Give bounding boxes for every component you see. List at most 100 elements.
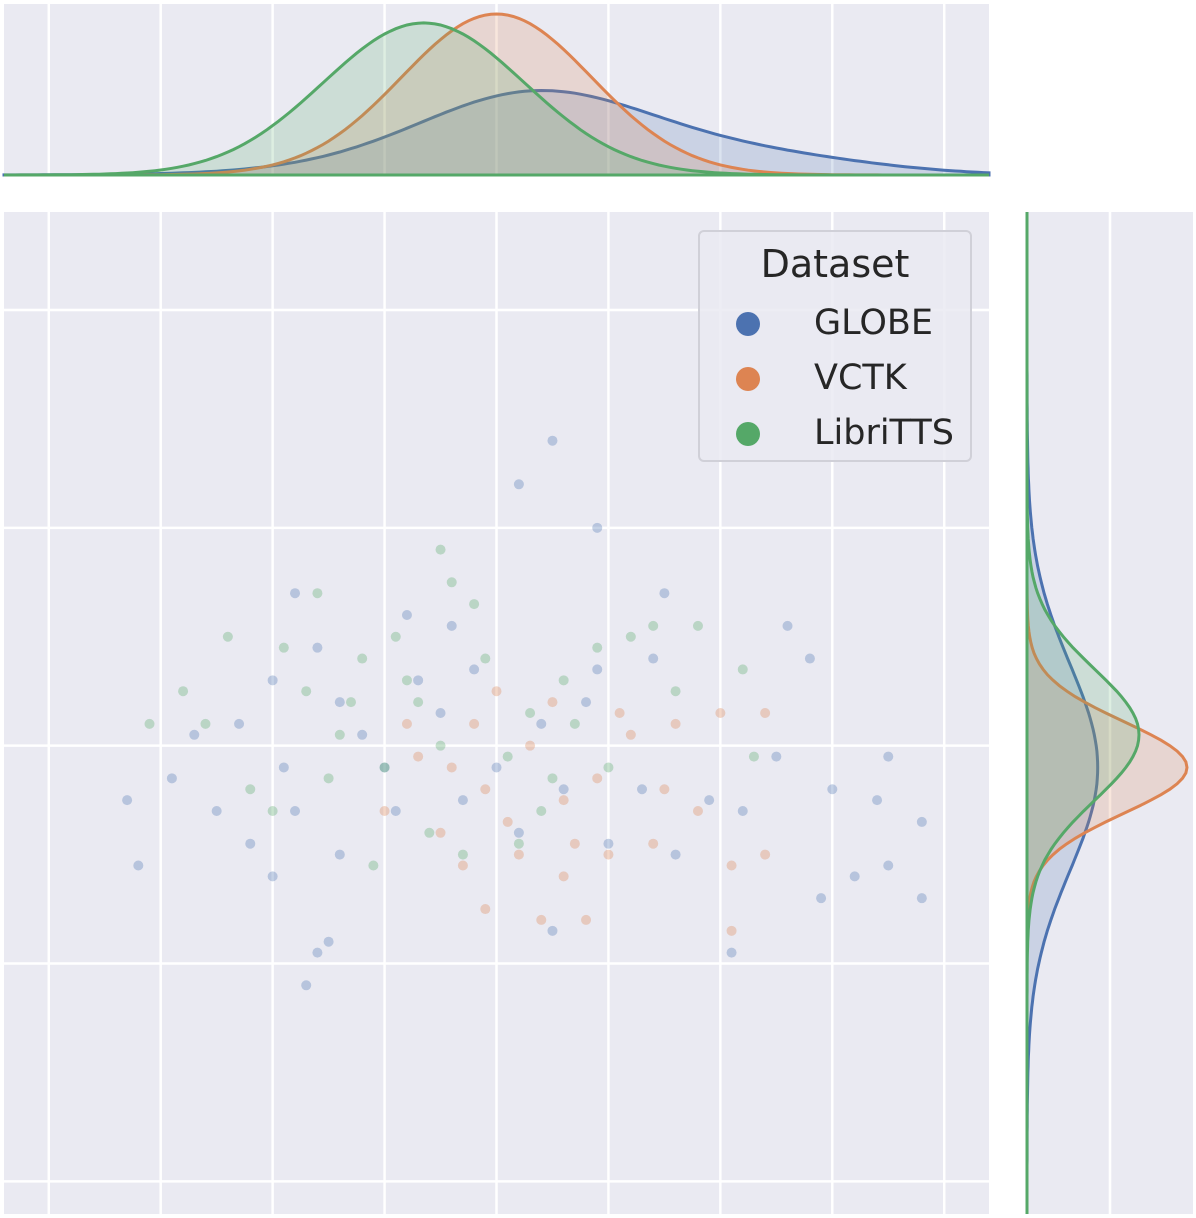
- scatter-point: [424, 827, 435, 838]
- legend-title: Dataset: [760, 242, 910, 286]
- scatter-point: [536, 806, 547, 817]
- scatter-point: [558, 795, 569, 806]
- scatter-point: [301, 686, 312, 697]
- scatter-panel: [4, 212, 989, 1214]
- scatter-point: [558, 675, 569, 686]
- scatter-point: [435, 708, 446, 718]
- scatter-point: [737, 664, 748, 675]
- scatter-point: [525, 740, 536, 751]
- legend-label-globe: GLOBE: [814, 303, 934, 343]
- scatter-point: [144, 718, 155, 729]
- scatter-point: [782, 620, 793, 631]
- legend: Dataset GLOBE VCTK LibriTTS: [698, 230, 972, 462]
- scatter-point: [480, 904, 491, 915]
- scatter-point: [648, 653, 659, 664]
- scatter-point: [513, 827, 524, 838]
- scatter-point: [312, 947, 323, 958]
- scatter-point: [267, 675, 278, 686]
- scatter-point: [446, 620, 457, 631]
- scatter-point: [670, 849, 681, 860]
- scatter-point: [290, 588, 301, 599]
- scatter-point: [267, 806, 278, 817]
- scatter-point: [513, 849, 524, 860]
- legend-marker-globe: [736, 312, 760, 336]
- scatter-point: [603, 849, 614, 860]
- scatter-point: [536, 914, 547, 925]
- scatter-point: [648, 838, 659, 849]
- scatter-point: [849, 871, 860, 882]
- scatter-point: [726, 925, 737, 936]
- scatter-point: [189, 729, 200, 740]
- scatter-point: [715, 708, 726, 718]
- scatter-point: [245, 784, 256, 795]
- series-libritts: [144, 544, 759, 871]
- scatter-point: [401, 609, 412, 620]
- scatter-point: [547, 925, 558, 936]
- scatter-point: [692, 806, 703, 817]
- scatter-point: [569, 718, 580, 729]
- scatter-point: [670, 686, 681, 697]
- scatter-point: [435, 827, 446, 838]
- scatter-point: [234, 718, 245, 729]
- right-marginal-kde-panel: [1025, 212, 1193, 1214]
- scatter-point: [413, 697, 424, 708]
- scatter-point: [267, 871, 278, 882]
- scatter-point: [301, 980, 312, 991]
- scatter-point: [625, 729, 636, 740]
- scatter-point: [446, 762, 457, 773]
- scatter-point: [692, 620, 703, 631]
- scatter-point: [569, 838, 580, 849]
- scatter-point: [726, 947, 737, 958]
- scatter-point: [916, 893, 927, 904]
- scatter-point: [659, 784, 670, 795]
- series-globe: [122, 435, 927, 991]
- scatter-point: [872, 795, 883, 806]
- scatter-point: [122, 795, 133, 806]
- scatter-point: [637, 784, 648, 795]
- legend-marker-libritts: [736, 422, 760, 446]
- scatter-point: [771, 751, 782, 762]
- scatter-point: [592, 642, 603, 653]
- scatter-point: [603, 838, 614, 849]
- scatter-point: [245, 838, 256, 849]
- scatter-point: [413, 675, 424, 686]
- scatter-point: [379, 762, 390, 773]
- scatter-point: [704, 795, 715, 806]
- scatter-point: [312, 642, 323, 653]
- scatter-point: [592, 522, 603, 533]
- scatter-point: [457, 795, 468, 806]
- scatter-point: [457, 849, 468, 860]
- scatter-point: [222, 631, 233, 642]
- scatter-point: [469, 664, 480, 675]
- scatter-point: [357, 653, 368, 664]
- scatter-point: [737, 806, 748, 817]
- scatter-point: [502, 816, 513, 827]
- scatter-point: [357, 729, 368, 740]
- scatter-point: [659, 588, 670, 599]
- scatter-point: [368, 860, 379, 871]
- scatter-point: [390, 806, 401, 817]
- scatter-point: [614, 708, 625, 718]
- scatter-point: [469, 599, 480, 610]
- scatter-point: [334, 729, 345, 740]
- scatter-point: [804, 653, 815, 664]
- scatter-point: [323, 936, 334, 947]
- scatter-point: [435, 544, 446, 555]
- scatter-point: [491, 762, 502, 773]
- scatter-point: [178, 686, 189, 697]
- scatter-point: [760, 708, 771, 718]
- scatter-point: [323, 773, 334, 784]
- scatter-point: [401, 675, 412, 686]
- scatter-point: [413, 751, 424, 762]
- series-vctk: [379, 686, 771, 936]
- scatter-point: [469, 718, 480, 729]
- scatter-point: [334, 849, 345, 860]
- scatter-point: [581, 914, 592, 925]
- legend-label-vctk: VCTK: [814, 358, 907, 398]
- scatter-point: [211, 806, 222, 817]
- scatter-point: [603, 762, 614, 773]
- scatter-point: [401, 718, 412, 729]
- scatter-point: [883, 751, 894, 762]
- scatter-point: [558, 784, 569, 795]
